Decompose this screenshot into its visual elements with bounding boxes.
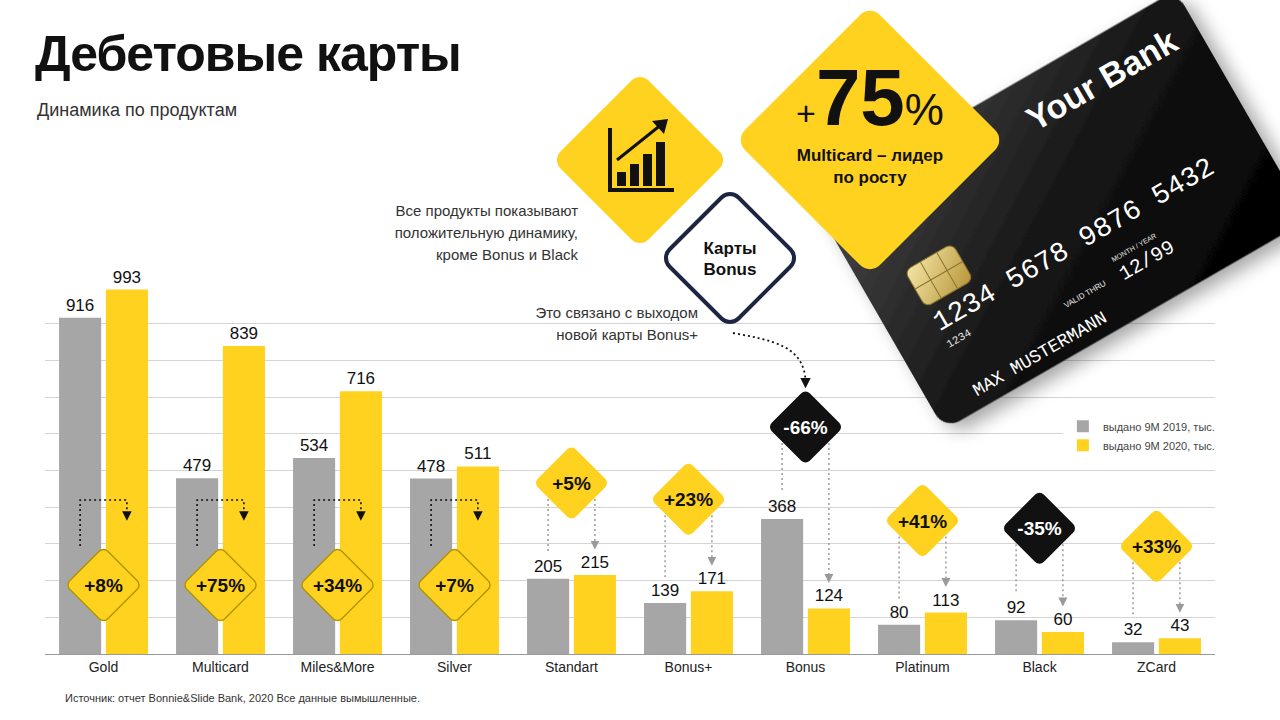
svg-text:205: 205	[534, 557, 562, 576]
svg-text:215: 215	[581, 553, 609, 572]
svg-text:993: 993	[113, 268, 141, 287]
html-text:Multicard – лидер по росту: Multicard – лидер по росту	[796, 146, 944, 187]
svg-text:+23%: +23%	[664, 489, 713, 510]
svg-text:+75%: +75%	[196, 575, 245, 596]
svg-text:Silver: Silver	[437, 659, 472, 675]
svg-text:1234: 1234	[945, 327, 974, 351]
svg-text:VALID THRU: VALID THRU	[1062, 279, 1107, 310]
svg-text:Gold: Gold	[89, 659, 119, 675]
svg-text:+34%: +34%	[313, 575, 362, 596]
svg-text:Miles&More: Miles&More	[301, 659, 375, 675]
html-text:Динамика по продуктам: Динамика по продуктам	[37, 100, 238, 120]
html-text:Источник: отчет Bonnie&Slide B: Источник: отчет Bonnie&Slide Bank, 2020 …	[65, 692, 420, 704]
svg-text:80: 80	[890, 603, 909, 622]
svg-text:Platinum: Platinum	[895, 659, 949, 675]
svg-text:Your Bank: Your Bank	[1020, 21, 1184, 138]
svg-text:+33%: +33%	[1132, 536, 1181, 557]
svg-text:1234 5678 9876 5432: 1234 5678 9876 5432	[928, 152, 1220, 338]
svg-text:+8%: +8%	[84, 575, 123, 596]
svg-text:MONTH / YEAR: MONTH / YEAR	[1110, 232, 1157, 263]
svg-text:839: 839	[230, 324, 258, 343]
svg-text:КартыBonus: КартыBonus	[703, 239, 756, 279]
svg-text:60: 60	[1053, 610, 1072, 629]
svg-text:534: 534	[300, 436, 328, 455]
svg-text:32: 32	[1124, 620, 1143, 639]
svg-text:Standart: Standart	[545, 659, 598, 675]
svg-text:-66%: -66%	[783, 417, 827, 438]
svg-text:139: 139	[651, 581, 679, 600]
svg-text:12/99: 12/99	[1115, 236, 1178, 286]
svg-text:92: 92	[1007, 598, 1026, 617]
svg-text:916: 916	[66, 296, 94, 315]
svg-text:Multicard: Multicard	[192, 659, 249, 675]
svg-text:716: 716	[347, 369, 375, 388]
svg-text:171: 171	[698, 569, 726, 588]
svg-text:+7%: +7%	[435, 575, 474, 596]
svg-text:ZCard: ZCard	[1137, 659, 1176, 675]
svg-text:368: 368	[768, 497, 796, 516]
svg-text:+5%: +5%	[552, 473, 591, 494]
svg-text:124: 124	[815, 586, 843, 605]
html-text:Дебетовые карты: Дебетовые карты	[35, 26, 461, 82]
svg-text:Bonus+: Bonus+	[665, 659, 713, 675]
svg-text:выдано 9M 2020, тыс.: выдано 9M 2020, тыс.	[1103, 440, 1215, 452]
svg-text:Bonus: Bonus	[786, 659, 826, 675]
svg-text:478: 478	[417, 457, 445, 476]
svg-text:Black: Black	[1022, 659, 1057, 675]
svg-text:-35%: -35%	[1017, 518, 1061, 539]
svg-text:+75%: +75%	[796, 53, 944, 142]
svg-text:+41%: +41%	[898, 511, 947, 532]
svg-text:43: 43	[1170, 616, 1189, 635]
html-text:Это связано с выходом новой ка: Это связано с выходом новой карты Bonus+	[535, 304, 698, 343]
svg-text:113: 113	[932, 591, 959, 610]
html-text:Все продукты показывают положи: Все продукты показывают положительную ди…	[394, 202, 578, 263]
svg-text:511: 511	[464, 444, 491, 463]
svg-text:479: 479	[183, 456, 211, 475]
svg-text:выдано 9M 2019, тыс.: выдано 9M 2019, тыс.	[1103, 421, 1215, 433]
svg-text:MAX MUSTERMANN: MAX MUSTERMANN	[970, 308, 1111, 401]
